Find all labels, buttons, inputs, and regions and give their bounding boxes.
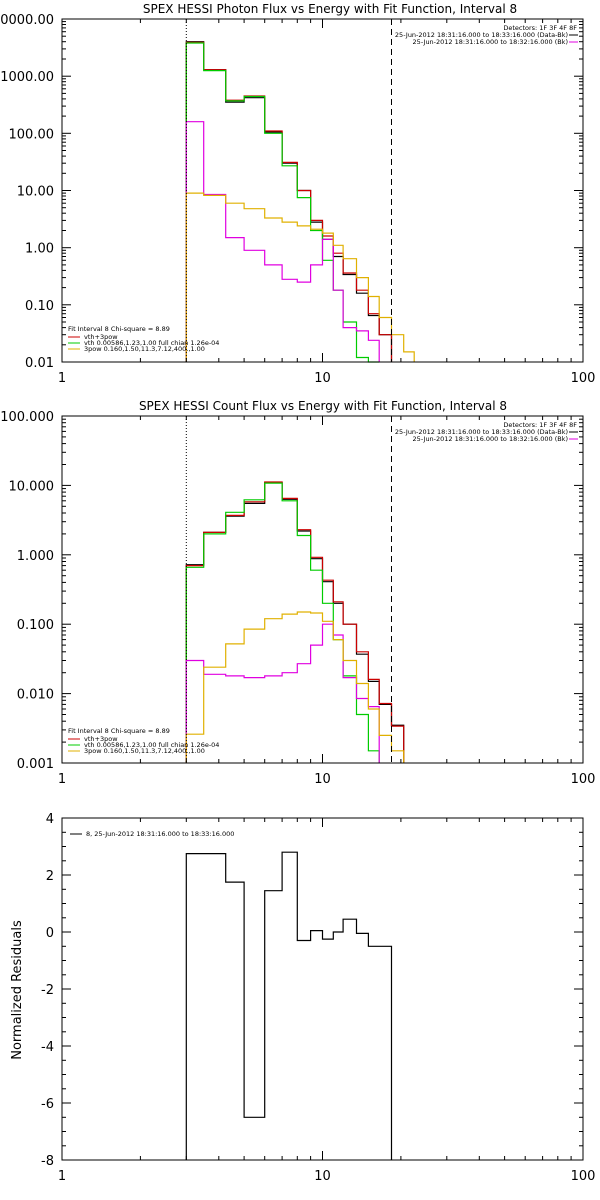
panel3-y-tick-label: 4 (46, 812, 54, 827)
panel3-y-tick-label: 2 (46, 869, 54, 884)
panel2-x-tick-label: 100 (571, 772, 596, 787)
panel1-legend-entry-0: vth+3pow (84, 333, 118, 341)
panel1-y-tick-label: 1000.00 (0, 70, 54, 85)
panel2-series-2 (185, 482, 380, 763)
panel2-series (185, 481, 405, 763)
panel3-series-0 (185, 851, 393, 1160)
panel1-y-tick-label: 10.00 (17, 185, 54, 200)
panel2-y-tick-label: 0.001 (17, 757, 54, 772)
panel2-series-0 (185, 481, 405, 763)
panel3-y-tick-label: -4 (41, 1040, 54, 1055)
panel2-y-tick-label: 0.010 (17, 688, 54, 703)
panel1-series (185, 41, 415, 363)
panel2-legend-entry-2: 3pow 0.160,1.50,11.3,7.12,400.,1.00 (84, 747, 205, 755)
panel2-vlines (185, 416, 392, 763)
panel2-y-tick-label: 100.000 (0, 410, 54, 425)
panel2-x-ticks: 1 10 100 (58, 416, 596, 787)
photon-flux-panel: SPEX HESSI Photon Flux vs Energy with Fi… (0, 2, 595, 386)
panel2-y-tick-label: 10.000 (9, 479, 55, 494)
panel2-title: SPEX HESSI Count Flux vs Energy with Fit… (139, 399, 507, 413)
panel1-y-tick-label: 10000.00 (0, 13, 54, 28)
panel3-legend-entry-0: 8, 25-Jun-2012 18:31:16.000 to 18:33:16.… (86, 830, 234, 838)
panel1-series-1 (185, 41, 393, 362)
panel2-x-tick-label: 10 (314, 772, 331, 787)
panel1-y-ticks: 0.01 0.10 1.00 10.00 100.00 1000.00 10000.00 (0, 13, 583, 371)
panel2-y-tick-label: 0.100 (17, 618, 54, 633)
panel3-x-tick-label: 100 (571, 1169, 596, 1184)
panel1-detectors-label: Detectors: 1F 3F 4F 8F (503, 24, 577, 32)
panel1-x-tick-label: 100 (571, 371, 596, 386)
panel1-y-tick-label: 0.10 (25, 299, 54, 314)
panel1-title: SPEX HESSI Photon Flux vs Energy with Fi… (143, 2, 517, 16)
panel2-series-1 (185, 481, 405, 763)
panel3-y-axis-label: Normalized Residuals (10, 920, 25, 1060)
panel1-legend-entry-2: 3pow 0.160,1.50,11.3,7.12,400.,1.00 (84, 345, 205, 353)
panel2-y-tick-label: 1.000 (17, 549, 54, 564)
panel2-fit-heading: Fit Interval 8 Chi-square = 8.89 (68, 727, 170, 735)
panel2-legend-entry-0: vth+3pow (84, 735, 118, 743)
panel1-series-3 (185, 121, 380, 362)
panel1-y-tick-label: 0.01 (25, 356, 54, 371)
panel3-x-ticks: 1 10 100 (58, 818, 596, 1184)
panel1-vlines (185, 19, 392, 362)
panel3-y-tick-label: -8 (41, 1154, 54, 1169)
panel1-series-0 (185, 41, 393, 362)
panel3-y-tick-label: 0 (46, 926, 54, 941)
panel2-legend-entry-1: vth 0.00586,1.23,1.00 full chian 1.26e-0… (84, 741, 219, 749)
panel1-frame (61, 18, 584, 363)
panel2-series-3 (185, 623, 380, 763)
panel2-series-4 (185, 611, 405, 763)
panel3-y-tick-label: -6 (41, 1097, 54, 1112)
panel2-time2-label: 25-Jun-2012 18:31:16.000 to 18:32:16.000… (413, 435, 568, 443)
panel1-legend-entry-1: vth 0.00586,1.23,1.00 full chian 1.26e-0… (84, 339, 219, 347)
panel2-x-tick-label: 1 (58, 772, 66, 787)
panel3-y-ticks: -8 -6 -4 -2 0 2 4 (41, 812, 583, 1169)
panel3-frame (61, 817, 584, 1161)
panel1-series-2 (185, 42, 380, 363)
panel3-y-tick-label: -2 (41, 983, 54, 998)
panel1-x-tick-label: 10 (314, 371, 331, 386)
count-flux-panel: SPEX HESSI Count Flux vs Energy with Fit… (0, 399, 595, 787)
panel1-time1-label: 25-Jun-2012 18:31:16.000 to 18:33:16.000… (395, 31, 568, 39)
panel1-x-tick-label: 1 (58, 371, 66, 386)
panel2-time1-label: 25-Jun-2012 18:31:16.000 to 18:33:16.000… (395, 428, 568, 436)
panel3-x-tick-label: 1 (58, 1169, 66, 1184)
panel1-time2-label: 25-Jun-2012 18:31:16.000 to 18:32:16.000… (413, 38, 568, 46)
panel3-series (185, 851, 393, 1160)
panel1-y-tick-label: 1.00 (25, 242, 54, 257)
panel2-y-ticks: 0.001 0.010 0.100 1.000 10.000 100.000 (0, 410, 583, 772)
panel1-fit-heading: Fit Interval 8 Chi-square = 8.89 (68, 325, 170, 333)
panel1-y-tick-label: 100.00 (9, 127, 55, 142)
panel1-series-4 (185, 192, 415, 362)
panel2-detectors-label: Detectors: 1F 3F 4F 8F (503, 421, 577, 429)
panel3-x-tick-label: 10 (314, 1169, 331, 1184)
panel1-x-ticks: 1 10 100 (58, 19, 596, 386)
